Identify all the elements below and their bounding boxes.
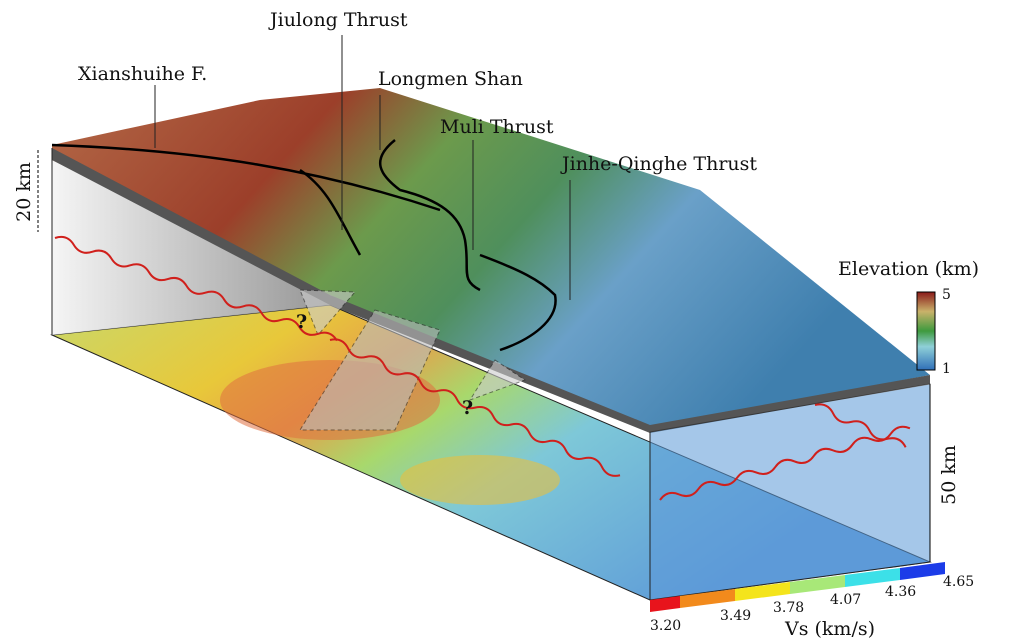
vs-ticks: 3.20 3.49 3.78 4.07 4.36 4.65 <box>650 574 974 634</box>
legend-tick: 1 <box>942 361 951 377</box>
legend-tick: 4.07 <box>830 592 861 608</box>
leader-lines <box>154 35 571 300</box>
legend-tick: 3.49 <box>720 608 751 624</box>
fault-lines <box>51 139 557 352</box>
fault-label: Longmen Shan <box>378 68 523 90</box>
scale-label: 20 km <box>13 162 35 222</box>
legend-tick: 4.36 <box>885 584 916 600</box>
fault-wedge <box>299 289 357 336</box>
question-mark: ? <box>462 397 473 419</box>
question-mark: ? <box>296 311 307 333</box>
fault-wedge <box>468 359 527 401</box>
legend-title: Vs (km/s) <box>784 618 875 640</box>
vs-colorbar <box>650 562 945 612</box>
legend-tick: 4.65 <box>943 574 974 590</box>
moho-lines <box>54 235 911 501</box>
fault-label: Muli Thrust <box>440 116 554 138</box>
fault-label: Jinhe-Qinghe Thrust <box>560 153 757 175</box>
low-velocity-zone <box>400 455 560 505</box>
legend-tick: 3.20 <box>650 618 681 634</box>
fault-wedge <box>299 309 441 431</box>
elevation-colorbar <box>916 291 936 371</box>
fault-label: Jiulong Thrust <box>268 9 408 31</box>
legend-title: Elevation (km) <box>838 258 979 280</box>
legend-tick: 3.78 <box>773 600 804 616</box>
legend-tick: 5 <box>942 287 951 303</box>
scale-label: 50 km <box>938 445 960 505</box>
fault-label: Xianshuihe F. <box>78 63 207 85</box>
